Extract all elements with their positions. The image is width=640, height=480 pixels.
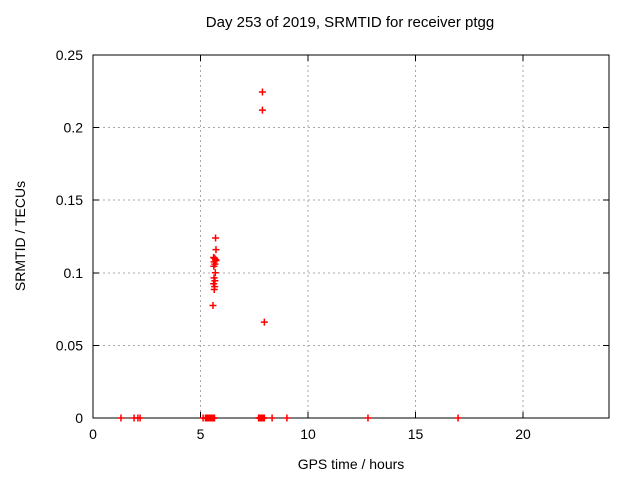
data-point-marker — [268, 414, 276, 422]
data-point-marker — [364, 414, 372, 422]
data-point-marker — [283, 414, 291, 422]
data-point-marker — [454, 414, 462, 422]
y-tick-label: 0.05 — [56, 337, 83, 353]
tick-layer — [92, 54, 609, 419]
data-point-marker — [209, 301, 217, 309]
data-point-marker — [136, 414, 144, 422]
data-point-marker — [260, 414, 268, 422]
data-point-marker — [117, 414, 125, 422]
y-axis-label: SRMTID / TECUs — [12, 181, 28, 291]
data-point-marker — [212, 234, 220, 242]
data-point-marker — [210, 285, 218, 293]
x-tick-label: 5 — [197, 426, 205, 442]
data-marker-layer — [117, 88, 462, 422]
tick-label-layer: 0 5 10 15 20 0 0.05 0.1 0.15 0.2 0.25 — [56, 47, 531, 442]
x-tick-label: 20 — [515, 426, 531, 442]
y-tick-label: 0.2 — [64, 120, 84, 136]
data-point-marker — [258, 88, 266, 96]
x-tick-label: 0 — [89, 426, 97, 442]
data-point-marker — [258, 106, 266, 114]
x-tick-label: 15 — [408, 426, 424, 442]
data-point-marker — [212, 246, 220, 254]
y-tick-label: 0.15 — [56, 192, 83, 208]
data-point-marker — [211, 269, 219, 277]
y-tick-label: 0.25 — [56, 47, 83, 63]
data-point-marker — [210, 262, 218, 270]
data-point-marker — [210, 414, 218, 422]
data-point-marker — [260, 318, 268, 326]
grid-layer — [93, 55, 609, 418]
x-axis-label: GPS time / hours — [298, 456, 405, 472]
plot-border — [92, 54, 610, 419]
x-tick-label: 10 — [300, 426, 316, 442]
y-tick-label: 0.1 — [64, 265, 84, 281]
chart-title: Day 253 of 2019, SRMTID for receiver ptg… — [206, 14, 494, 31]
y-tick-label: 0 — [75, 410, 83, 426]
